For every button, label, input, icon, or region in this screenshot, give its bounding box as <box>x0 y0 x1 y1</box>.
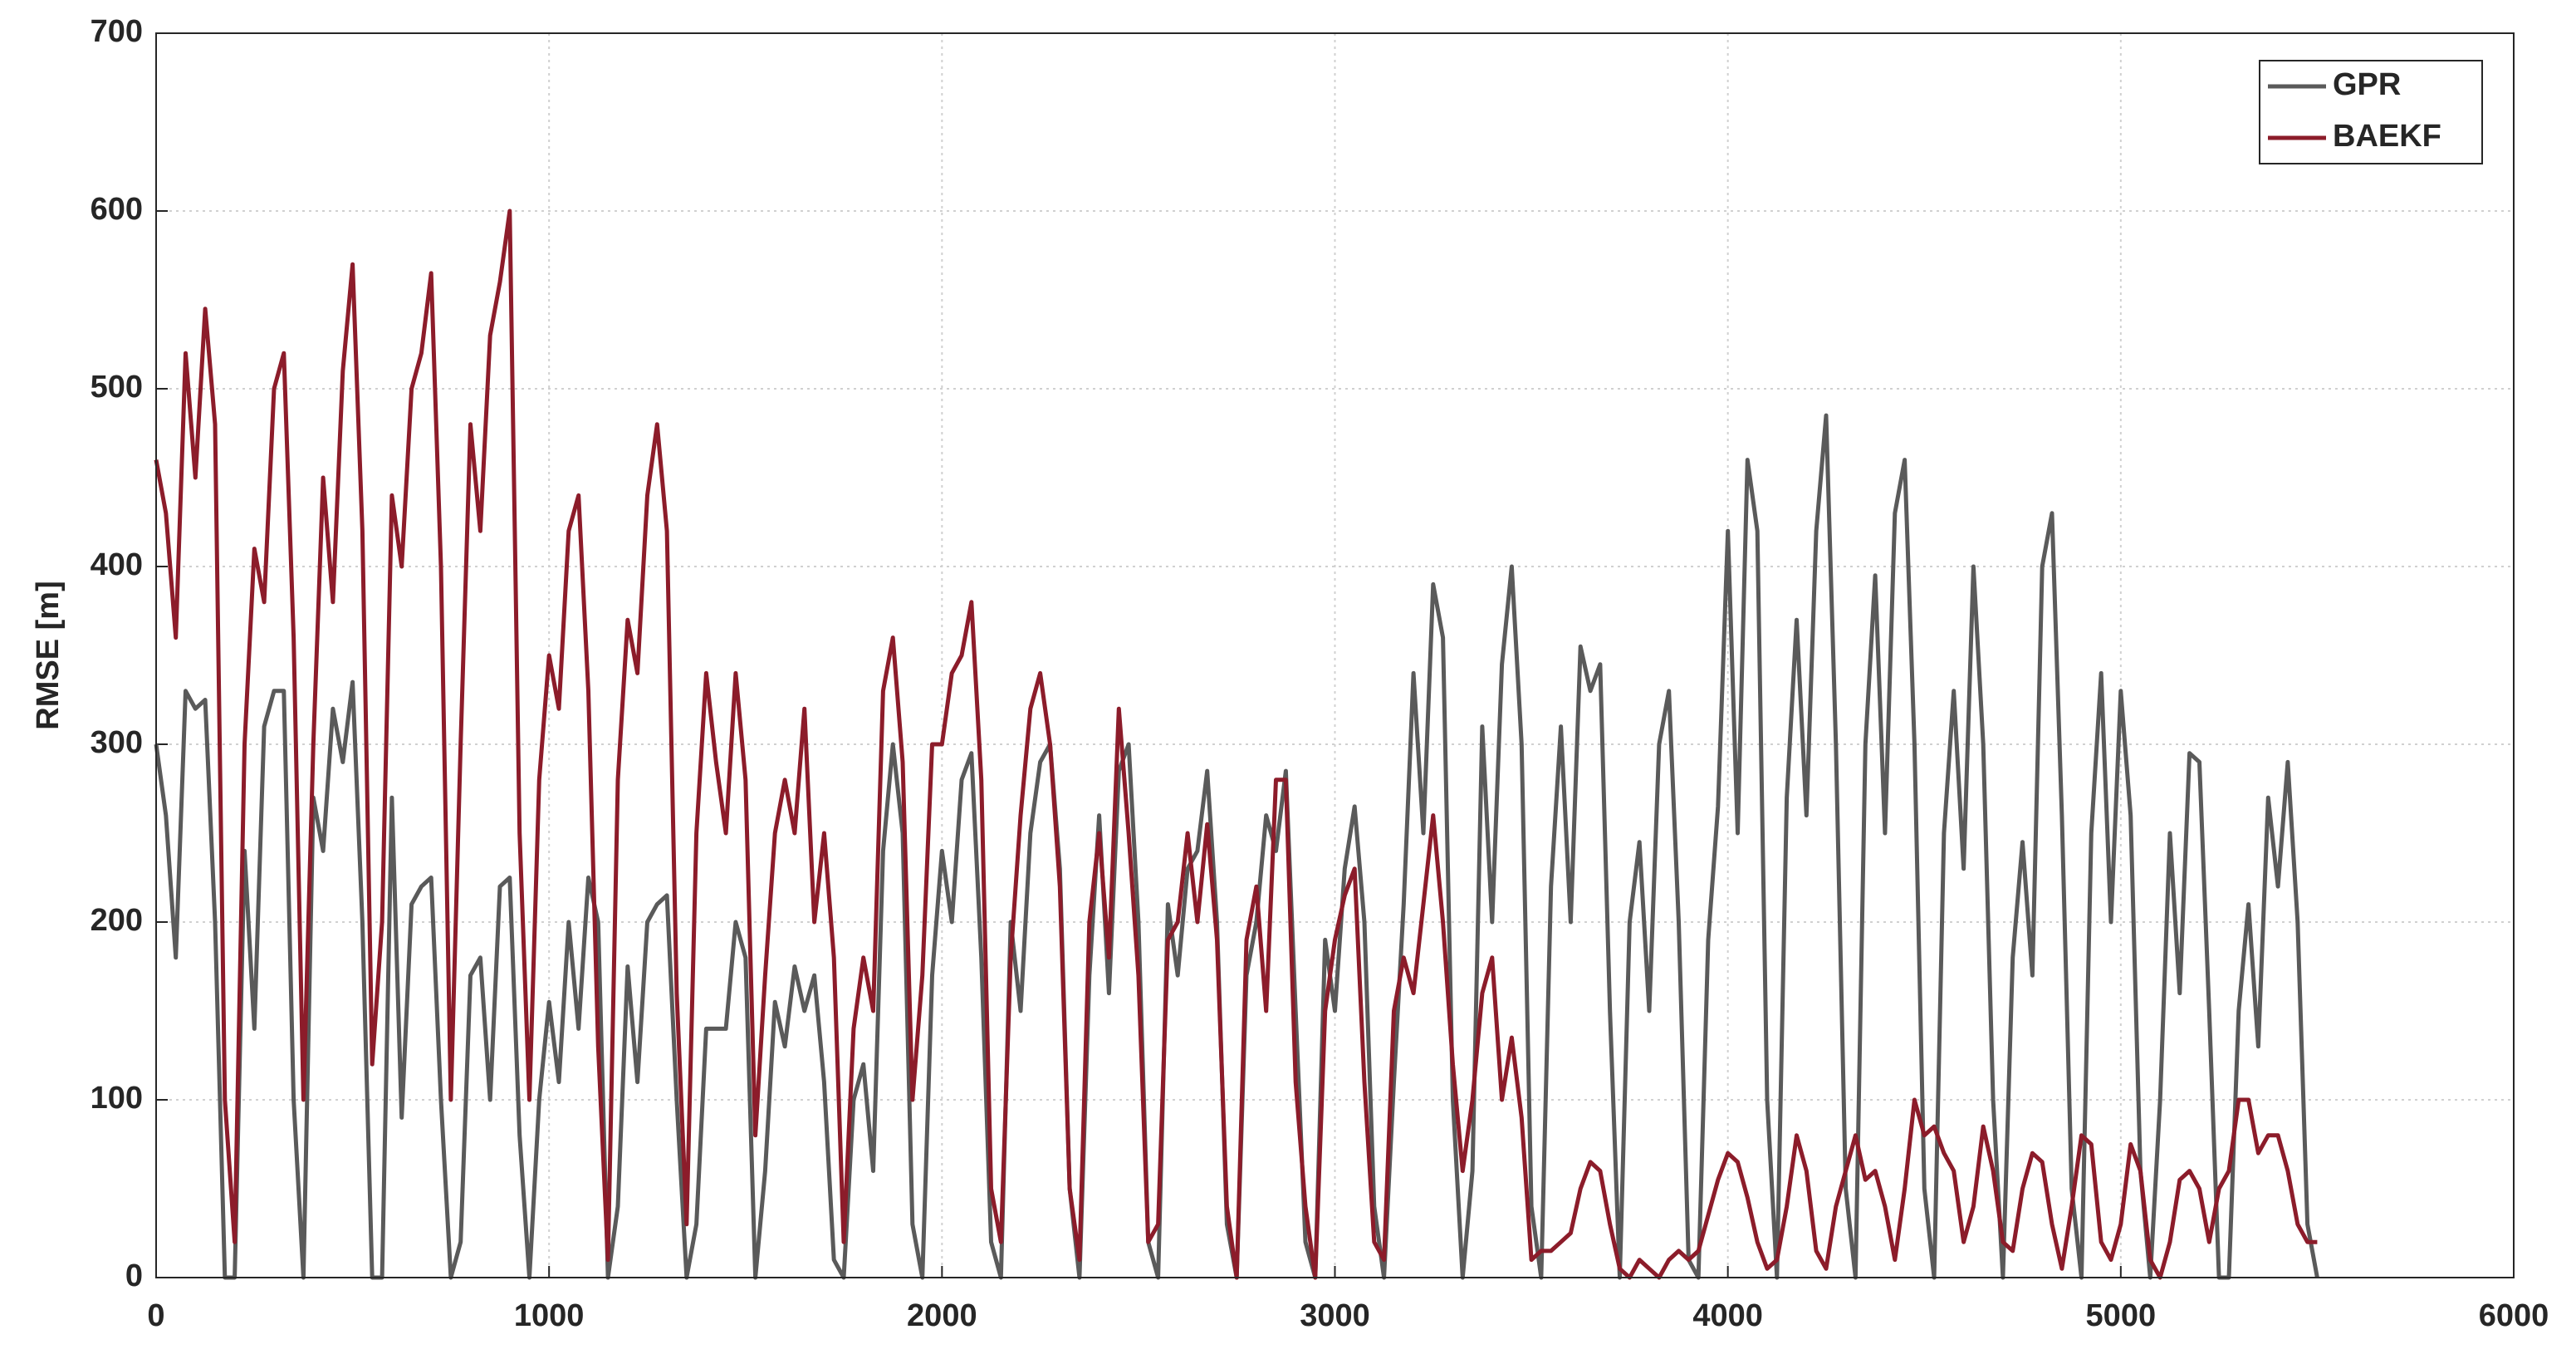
x-tick-label: 6000 <box>2479 1298 2549 1333</box>
plot-frame <box>155 32 2515 1278</box>
y-tick-label: 200 <box>91 903 143 938</box>
y-tick-label: 400 <box>91 547 143 582</box>
legend-box <box>2259 60 2483 164</box>
y-tick-label: 0 <box>125 1258 143 1293</box>
y-tick-label: 500 <box>91 370 143 405</box>
x-tick-label: 4000 <box>1692 1298 1763 1333</box>
y-tick-label: 600 <box>91 192 143 227</box>
legend-label: GPR <box>2333 67 2401 102</box>
y-tick-label: 100 <box>91 1081 143 1116</box>
legend-label: BAEKF <box>2333 119 2441 154</box>
x-tick-label: 2000 <box>907 1298 977 1333</box>
x-tick-label: 5000 <box>2086 1298 2157 1333</box>
x-tick-label: 0 <box>147 1298 164 1333</box>
y-axis-label: RMSE [m] <box>31 581 66 729</box>
x-tick-label: 3000 <box>1300 1298 1370 1333</box>
x-tick-label: 1000 <box>514 1298 585 1333</box>
y-tick-label: 700 <box>91 14 143 49</box>
y-tick-label: 300 <box>91 725 143 760</box>
